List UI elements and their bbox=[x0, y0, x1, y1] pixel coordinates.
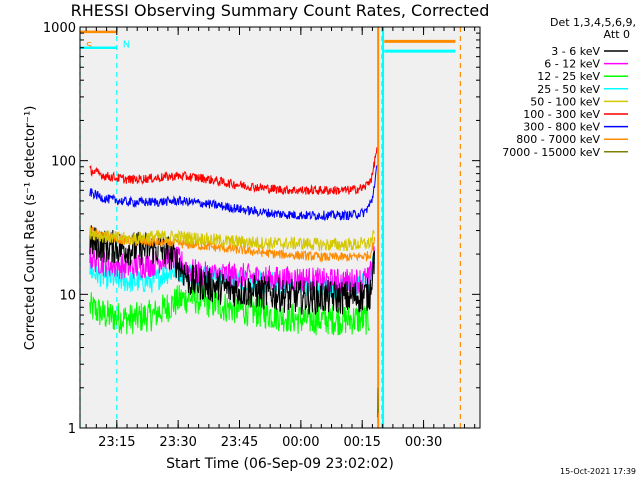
x-tick-label-1: 23:30 bbox=[159, 435, 196, 450]
legend-header-attenuator: Att 0 bbox=[604, 28, 630, 41]
x-tick-label-2: 23:45 bbox=[221, 435, 258, 450]
series-layer bbox=[89, 147, 379, 418]
y-tick-label-2: 100 bbox=[51, 155, 76, 170]
y-tick-label-3: 1000 bbox=[43, 21, 76, 36]
flag-label-S: S bbox=[86, 41, 92, 52]
series-line-1 bbox=[89, 244, 375, 295]
flag-label-N: N bbox=[123, 40, 130, 51]
series-line-5 bbox=[89, 147, 378, 196]
series-line-8 bbox=[376, 387, 379, 418]
chart-title: RHESSI Observing Summary Count Rates, Co… bbox=[71, 1, 490, 20]
legend-label-2: 12 - 25 keV bbox=[537, 70, 600, 83]
x-tick-label-0: 23:15 bbox=[98, 435, 135, 450]
generation-timestamp: 15-Oct-2021 17:39 bbox=[560, 467, 636, 476]
y-axis-label: Corrected Count Rate (s⁻¹ detector⁻¹) bbox=[23, 106, 38, 351]
legend-label-4: 50 - 100 keV bbox=[530, 95, 600, 108]
axis-ticks: 23:15 23:30 23:45 00:00 00:15 00:30 1 10 100 1000 bbox=[43, 21, 480, 450]
legend-label-3: 25 - 50 keV bbox=[537, 83, 600, 96]
plot-background bbox=[80, 27, 480, 428]
x-tick-label-3: 00:00 bbox=[282, 435, 319, 450]
series-line-2 bbox=[89, 283, 371, 336]
y-tick-label-1: 10 bbox=[59, 288, 76, 303]
legend-label-6: 300 - 800 keV bbox=[523, 121, 600, 134]
x-axis-label: Start Time (06-Sep-09 23:02:02) bbox=[166, 456, 394, 472]
legend-label-5: 100 - 300 keV bbox=[523, 108, 600, 121]
y-tick-label-0: 1 bbox=[68, 422, 76, 437]
x-tick-label-4: 00:15 bbox=[343, 435, 380, 450]
x-tick-label-5: 00:30 bbox=[405, 435, 442, 450]
legend-label-0: 3 - 6 keV bbox=[551, 45, 600, 58]
legend-label-7: 800 - 7000 keV bbox=[516, 133, 600, 146]
legend-label-1: 6 - 12 keV bbox=[544, 58, 600, 71]
series-line-6 bbox=[89, 165, 378, 222]
legend-label-8: 7000 - 15000 keV bbox=[502, 146, 600, 159]
legend-header-detectors: Det 1,3,4,5,6,9, bbox=[550, 16, 636, 29]
series-line-4 bbox=[89, 226, 375, 252]
